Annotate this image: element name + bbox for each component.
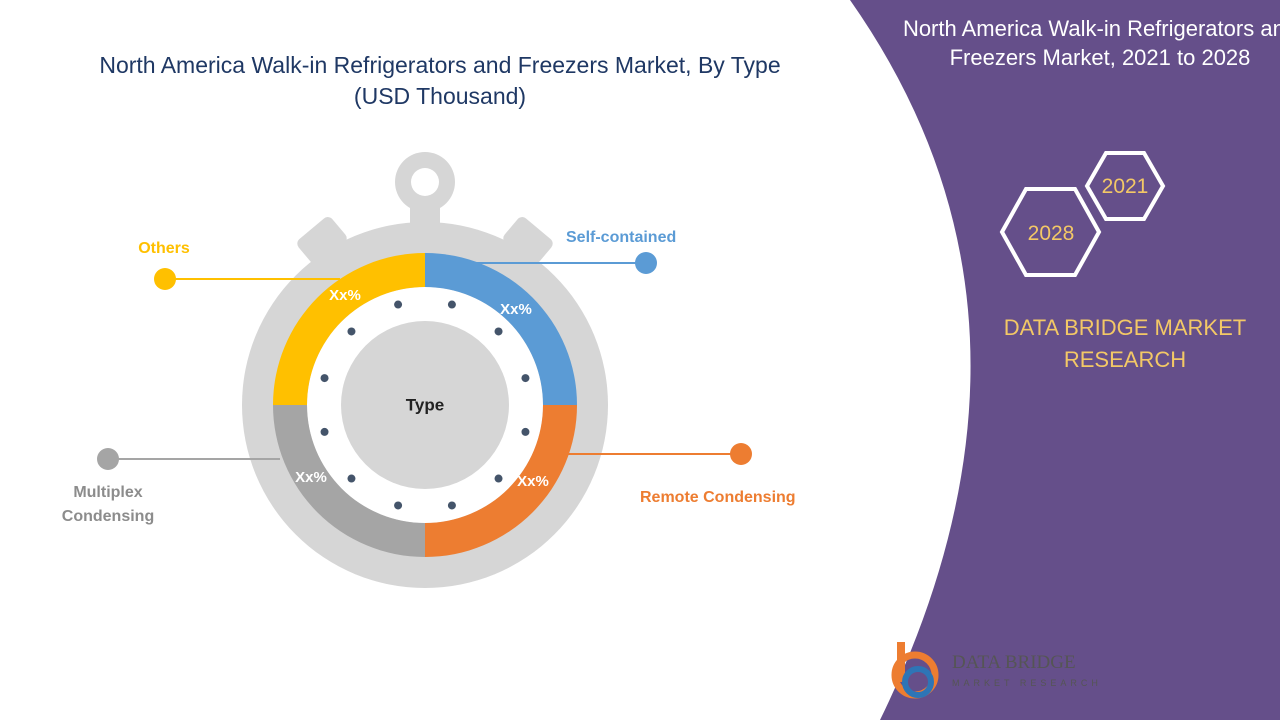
side-title: North America Walk-in Refrigerators and … bbox=[902, 16, 1280, 70]
connector-dot bbox=[154, 268, 176, 290]
segment-value: Xx% bbox=[329, 287, 361, 304]
segment-name: Self-contained bbox=[566, 229, 677, 246]
tick-dot bbox=[347, 474, 356, 483]
side-panel-bg bbox=[850, 0, 1280, 720]
segment-name: Remote Condensing bbox=[640, 489, 796, 506]
segment-name: Others bbox=[138, 240, 190, 257]
tick-dot bbox=[394, 300, 403, 309]
tick-dot bbox=[320, 374, 329, 383]
year: 2028 bbox=[1028, 222, 1075, 245]
logo-tagline: MARKET RESEARCH bbox=[952, 678, 1102, 688]
hexagons bbox=[999, 151, 1166, 277]
tick-dot bbox=[320, 427, 329, 436]
logo: DATA BRIDGE MARKET RESEARCH bbox=[891, 642, 1102, 699]
segment bbox=[425, 253, 577, 405]
year: 2021 bbox=[1102, 175, 1149, 198]
tick-dot bbox=[394, 501, 403, 510]
connector-dot bbox=[730, 443, 752, 465]
title-block: North America Walk-in Refrigerators and … bbox=[60, 50, 820, 112]
center-label: Type bbox=[406, 395, 444, 414]
title: North America Walk-in Refrigerators and … bbox=[99, 52, 781, 78]
tick-dot bbox=[521, 427, 530, 436]
tick-dot bbox=[521, 374, 530, 383]
segment-value: Xx% bbox=[500, 301, 532, 318]
segment-name: Multiplex Condensing bbox=[61, 484, 155, 525]
logo-name: DATA BRIDGE bbox=[952, 652, 1076, 673]
connector-dot bbox=[635, 252, 657, 274]
tick-dot bbox=[447, 501, 456, 510]
brand: DATA BRIDGE MARKET RESEARCH bbox=[1003, 315, 1247, 372]
segment-value: Xx% bbox=[295, 469, 327, 486]
ring bbox=[273, 253, 577, 557]
segment-value: Xx% bbox=[517, 473, 549, 490]
connector-dot bbox=[97, 448, 119, 470]
tick-dot bbox=[447, 300, 456, 309]
tick-dot bbox=[347, 327, 356, 336]
segment bbox=[273, 253, 425, 405]
tick-dot bbox=[494, 327, 503, 336]
subtitle: (USD Thousand) bbox=[353, 83, 527, 109]
segment bbox=[425, 405, 577, 557]
tick-dot bbox=[494, 474, 503, 483]
segment bbox=[273, 405, 425, 557]
